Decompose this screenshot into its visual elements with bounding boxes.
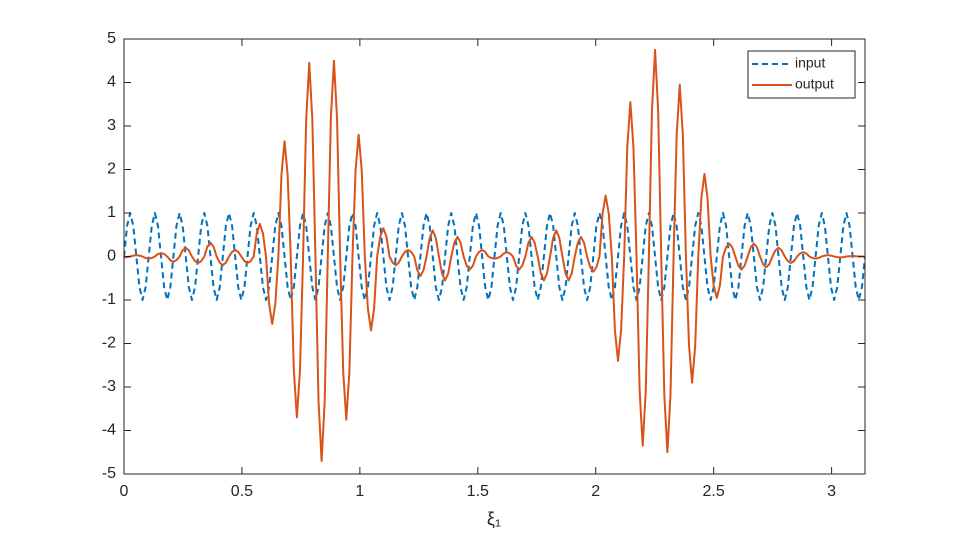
y-tick-label: -3	[102, 378, 116, 395]
legend: input output	[747, 50, 856, 99]
legend-box	[747, 50, 856, 99]
y-tick-label: 3	[107, 117, 116, 134]
y-tick-label: -5	[102, 465, 116, 482]
x-tick-label: 1.5	[467, 483, 489, 500]
x-tick-label: 1	[355, 483, 364, 500]
lines	[124, 48, 865, 462]
y-tick-label: -1	[102, 291, 116, 308]
x-tick-label: 2	[591, 483, 600, 500]
legend-label: output	[795, 76, 834, 92]
x-axis-label: ξ₁	[487, 509, 501, 529]
x-tick-label: 0	[120, 483, 129, 500]
y-tick-label: 2	[107, 161, 116, 178]
y-tick-label: -4	[102, 422, 116, 439]
y-tick-label: -2	[102, 335, 116, 352]
series-line	[124, 212, 865, 301]
x-tick-label: 2.5	[703, 483, 725, 500]
y-tick-label: 0	[107, 248, 116, 265]
legend-label: input	[795, 55, 825, 71]
y-tick-label: 1	[107, 204, 116, 221]
series-line	[124, 48, 865, 462]
x-tick-label: 0.5	[231, 483, 253, 500]
y-tick-label: 4	[107, 74, 116, 91]
x-tick-label: 3	[827, 483, 836, 500]
y-tick-label: 5	[107, 30, 116, 47]
